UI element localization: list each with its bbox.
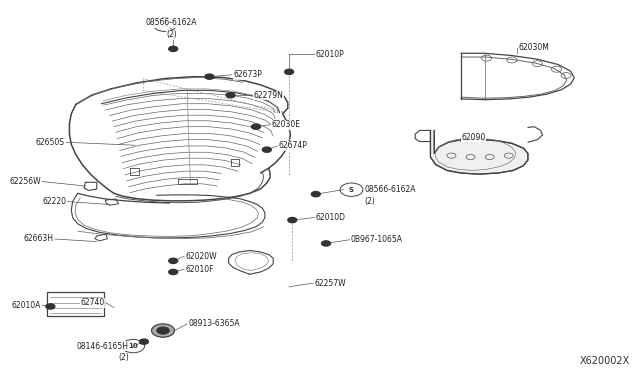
- Text: 62010P: 62010P: [316, 50, 344, 59]
- Circle shape: [285, 69, 294, 74]
- Text: 08913-6365A: 08913-6365A: [189, 320, 240, 328]
- Text: (2): (2): [118, 353, 129, 362]
- Text: (2): (2): [364, 197, 375, 206]
- Text: 62650S: 62650S: [36, 138, 65, 147]
- Text: 10: 10: [128, 343, 138, 349]
- Polygon shape: [431, 131, 528, 174]
- Text: (2): (2): [166, 30, 177, 39]
- Text: 08566-6162A: 08566-6162A: [364, 185, 416, 194]
- Text: 08146-6165H: 08146-6165H: [77, 341, 129, 350]
- Text: 62279N: 62279N: [253, 91, 284, 100]
- Text: S: S: [163, 22, 168, 28]
- Text: 62010F: 62010F: [186, 265, 214, 274]
- Circle shape: [169, 269, 178, 275]
- Text: 62256W: 62256W: [9, 177, 41, 186]
- Circle shape: [205, 74, 214, 79]
- Text: 62090: 62090: [461, 132, 485, 142]
- Text: 0B967-1065A: 0B967-1065A: [351, 235, 403, 244]
- Text: 62220: 62220: [42, 197, 66, 206]
- Text: 62010D: 62010D: [316, 213, 346, 222]
- Text: X620002X: X620002X: [579, 356, 630, 366]
- Circle shape: [262, 147, 271, 152]
- Text: S: S: [349, 187, 354, 193]
- Circle shape: [226, 93, 235, 98]
- Text: 62663H: 62663H: [24, 234, 54, 244]
- Text: 62674P: 62674P: [279, 141, 308, 151]
- Circle shape: [288, 218, 297, 223]
- Circle shape: [140, 339, 148, 344]
- Text: 62740: 62740: [80, 298, 104, 307]
- Circle shape: [169, 46, 178, 51]
- Circle shape: [312, 192, 320, 197]
- Text: 62030M: 62030M: [518, 42, 549, 51]
- Text: 62257W: 62257W: [315, 279, 346, 288]
- Text: 62673P: 62673P: [233, 70, 262, 79]
- Text: 62010A: 62010A: [12, 301, 41, 310]
- Circle shape: [157, 327, 170, 334]
- Circle shape: [169, 258, 178, 263]
- Text: 62030E: 62030E: [271, 121, 300, 129]
- Circle shape: [152, 324, 175, 337]
- Text: 08566-6162A: 08566-6162A: [145, 19, 197, 28]
- Circle shape: [252, 124, 260, 129]
- Circle shape: [46, 304, 55, 309]
- Circle shape: [321, 241, 330, 246]
- Text: 62020W: 62020W: [186, 252, 217, 261]
